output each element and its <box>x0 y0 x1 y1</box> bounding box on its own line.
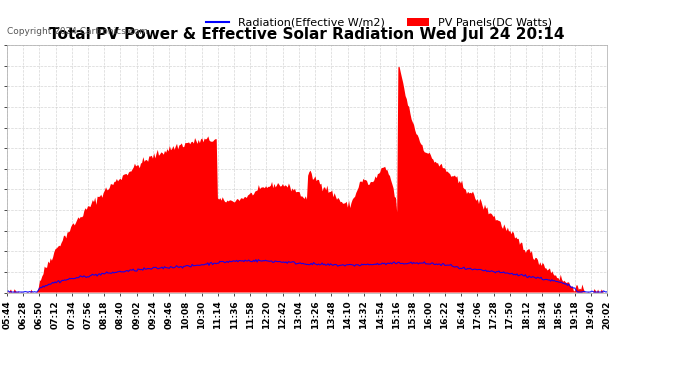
Legend: Radiation(Effective W/m2), PV Panels(DC Watts): Radiation(Effective W/m2), PV Panels(DC … <box>202 13 556 32</box>
Text: Copyright 2024 Cartronics.com: Copyright 2024 Cartronics.com <box>7 27 148 36</box>
Title: Total PV Power & Effective Solar Radiation Wed Jul 24 20:14: Total PV Power & Effective Solar Radiati… <box>49 27 565 42</box>
